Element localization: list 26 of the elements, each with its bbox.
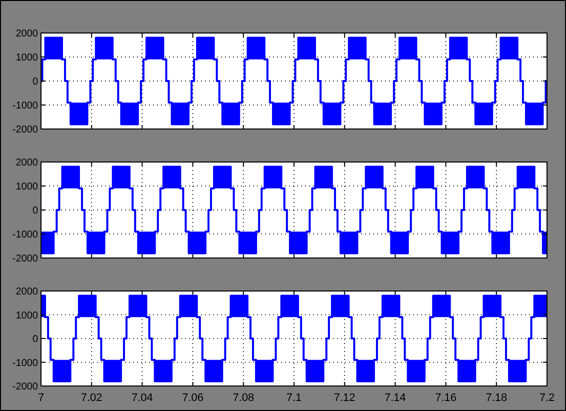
x-tick-label: 7.18 bbox=[486, 392, 508, 404]
y-tick-label: 2000 bbox=[16, 158, 38, 168]
y-tick-label: 1000 bbox=[16, 310, 38, 322]
x-tick-label: 7.08 bbox=[232, 392, 254, 404]
y-tick-label: -1000 bbox=[12, 358, 38, 369]
y-tick-label: -2000 bbox=[12, 124, 38, 136]
y-tick-label: -2000 bbox=[12, 382, 38, 392]
y-tick-label: 2000 bbox=[16, 286, 38, 298]
x-tick-label: 7.06 bbox=[182, 392, 204, 404]
y-tick-label: -2000 bbox=[12, 254, 38, 264]
x-tick-label: 7.16 bbox=[435, 392, 457, 404]
x-tick-label: 7.2 bbox=[539, 392, 555, 404]
y-tick-label: 0 bbox=[32, 76, 38, 88]
x-tick-label: 7.02 bbox=[80, 392, 102, 404]
y-tick-label: 1000 bbox=[16, 182, 38, 192]
x-tick-label: 7.04 bbox=[131, 392, 153, 404]
y-tick-label: -1000 bbox=[12, 230, 38, 240]
y-tick-label: 2000 bbox=[16, 28, 38, 40]
x-tick-label: 7.1 bbox=[286, 392, 302, 404]
y-tick-label: 0 bbox=[32, 334, 38, 345]
x-tick-label: 7.12 bbox=[334, 392, 356, 404]
y-tick-label: 0 bbox=[32, 206, 38, 216]
x-tick-label: 7 bbox=[38, 392, 44, 404]
y-tick-label: 1000 bbox=[16, 52, 38, 64]
y-tick-label: -1000 bbox=[12, 100, 38, 112]
x-tick-label: 7.14 bbox=[384, 392, 406, 404]
